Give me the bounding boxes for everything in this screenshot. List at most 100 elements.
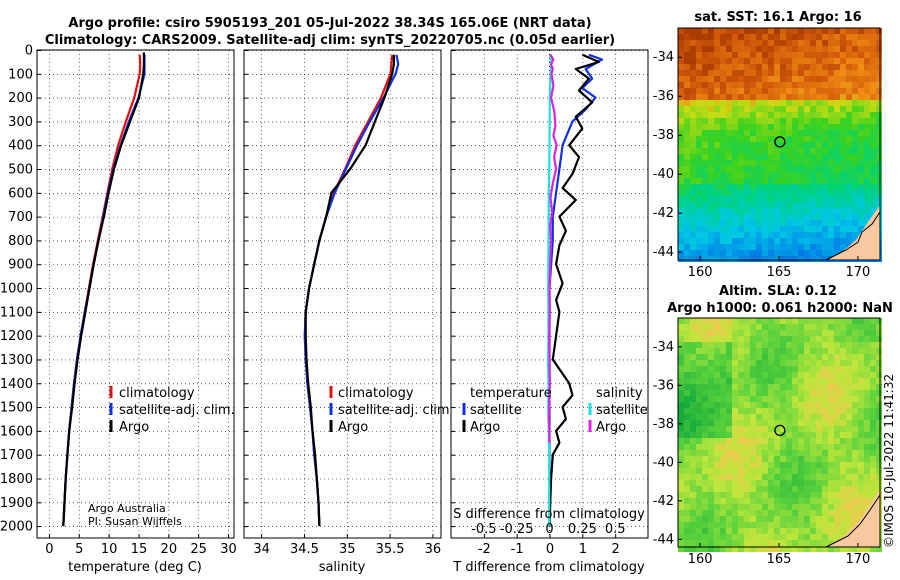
map-cell [684,118,690,124]
map-cell [690,178,696,184]
map-cell [846,100,852,106]
map-cell [828,378,834,384]
map-cell [798,40,804,46]
map-cell [864,360,870,366]
map-cell [720,342,726,348]
map-cell [876,366,882,372]
map-cell [768,474,774,480]
map-cell [744,366,750,372]
map-cell [732,58,738,64]
map-cell [702,238,708,244]
map-cell [834,450,840,456]
difference-legend: temperature satellite Argo salinity sate… [462,386,648,435]
map-cell [816,522,822,528]
map-cell [834,106,840,112]
map-cell [696,94,702,100]
map-cell [834,390,840,396]
map-cell [804,52,810,58]
map-cell [846,414,852,420]
map-cell [810,348,816,354]
map-cell [702,166,708,172]
map-cell [678,468,684,474]
map-cell [780,148,786,154]
map-cell [762,348,768,354]
map-cell [762,396,768,402]
map-cell [738,456,744,462]
map-cell [792,178,798,184]
map-cell [810,34,816,40]
sla-map-title-line1: Altim. SLA: 0.12 [719,284,837,299]
map-cell [708,336,714,342]
map-cell [810,232,816,238]
map-cell [750,432,756,438]
map-cell [858,474,864,480]
map-cell [858,414,864,420]
map-cell [702,480,708,486]
map-cell [840,172,846,178]
map-cell [846,516,852,522]
map-cell [690,468,696,474]
map-cell [840,516,846,522]
map-cell [738,118,744,124]
map-cell [768,40,774,46]
map-cell [792,124,798,130]
map-cell [678,130,684,136]
legend-label-s-satellite: satellite [596,403,648,418]
salinity-panel: 34 34.5 35 35.5 36 climatology satellite-adj… [243,49,454,575]
map-cell [786,498,792,504]
map-cell [858,166,864,172]
map-cell [774,100,780,106]
map-cell [780,46,786,52]
map-cell [720,100,726,106]
map-cell [810,396,816,402]
map-cell [678,178,684,184]
map-cell [864,142,870,148]
map-cell [732,64,738,70]
map-cell [858,40,864,46]
map-cell [786,112,792,118]
map-cell [708,342,714,348]
map-cell [828,70,834,76]
map-cell [864,474,870,480]
map-cell [690,384,696,390]
map-cell [720,40,726,46]
map-cell [756,318,762,324]
map-cell [786,366,792,372]
map-cell [744,226,750,232]
map-cell [786,82,792,88]
map-cell [798,354,804,360]
map-cell [858,106,864,112]
map-cell [804,402,810,408]
map-cell [810,118,816,124]
map-cell [858,172,864,178]
map-cell [696,396,702,402]
s-tick-label: 0.25 [568,522,597,537]
map-cell [834,522,840,528]
map-cell [738,534,744,540]
map-cell [756,28,762,34]
map-cell [762,172,768,178]
map-cell [696,148,702,154]
map-cell [744,34,750,40]
map-cell [732,106,738,112]
map-cell [744,324,750,330]
map-cell [738,540,744,546]
map-cell [804,426,810,432]
map-cell [732,528,738,534]
map-cell [828,130,834,136]
map-cell [738,360,744,366]
map-cell [714,256,720,262]
map-cell [852,94,858,100]
map-cell [834,202,840,208]
map-cell [834,76,840,82]
map-cell [804,372,810,378]
map-cell [750,178,756,184]
x-tick-label: 34 [253,542,270,557]
map-cell [696,250,702,256]
map-cell [696,390,702,396]
map-cell [852,408,858,414]
map-cell [702,486,708,492]
map-cell [792,408,798,414]
map-cell [834,250,840,256]
